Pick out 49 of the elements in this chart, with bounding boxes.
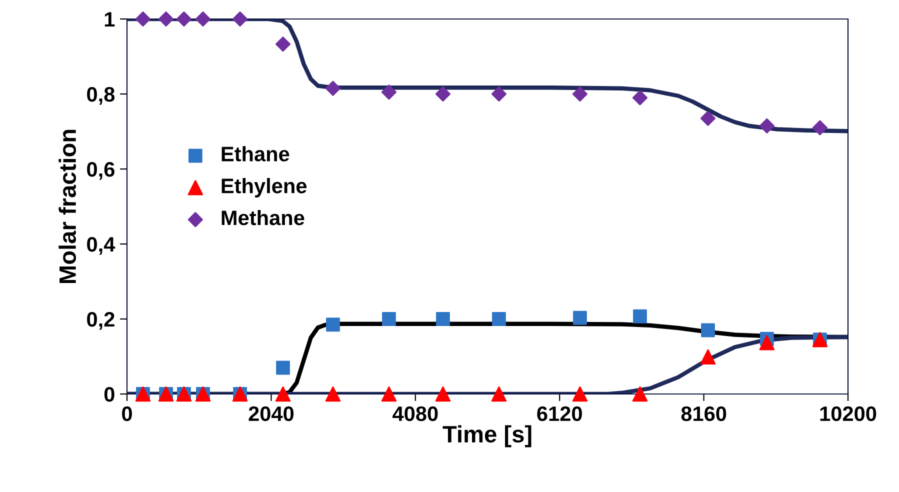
point	[195, 11, 211, 27]
y-tick-label: 0	[104, 387, 114, 402]
point	[436, 312, 450, 326]
x-tick-label: 10200	[820, 406, 876, 422]
legend-label: Ethane	[222, 146, 290, 162]
point	[573, 310, 587, 325]
point	[572, 86, 588, 102]
point	[759, 334, 775, 350]
point	[633, 309, 647, 324]
point	[176, 11, 192, 27]
x-axis-title: Time [s]	[442, 425, 532, 448]
point	[435, 386, 451, 402]
legend-label: Ethylene	[222, 178, 307, 198]
point	[491, 86, 507, 102]
point	[759, 118, 774, 134]
y-axis-title: Molar fraction	[58, 130, 76, 283]
point	[275, 386, 291, 402]
point	[632, 386, 648, 402]
point	[572, 386, 588, 402]
y-tick-label: 0,2	[87, 312, 114, 330]
x-tick-label: 4080	[392, 406, 438, 422]
point	[382, 312, 396, 326]
point	[381, 84, 397, 100]
x-tick-label: 6120	[537, 406, 582, 422]
y-tick-label: 0,4	[87, 237, 116, 255]
point	[491, 386, 507, 402]
y-tick-label: 1	[104, 12, 115, 27]
point	[435, 86, 451, 102]
point	[632, 90, 648, 106]
point	[326, 318, 340, 332]
x-tick-label: 8160	[681, 406, 726, 422]
y-tick-label: 0,8	[87, 87, 115, 105]
point	[275, 36, 291, 52]
point	[701, 323, 715, 338]
point	[492, 312, 506, 326]
legend-label: Methane	[222, 210, 304, 226]
point	[276, 360, 290, 375]
point	[158, 11, 174, 27]
point	[381, 386, 397, 402]
point	[232, 11, 248, 27]
point	[700, 349, 716, 365]
x-tick-label: 2040	[248, 406, 294, 422]
x-tick-label: 0	[122, 406, 132, 422]
point	[135, 11, 151, 27]
point	[325, 80, 341, 96]
point	[325, 386, 341, 402]
y-tick-label: 0,6	[87, 162, 114, 180]
point	[812, 120, 828, 136]
point	[700, 110, 716, 126]
